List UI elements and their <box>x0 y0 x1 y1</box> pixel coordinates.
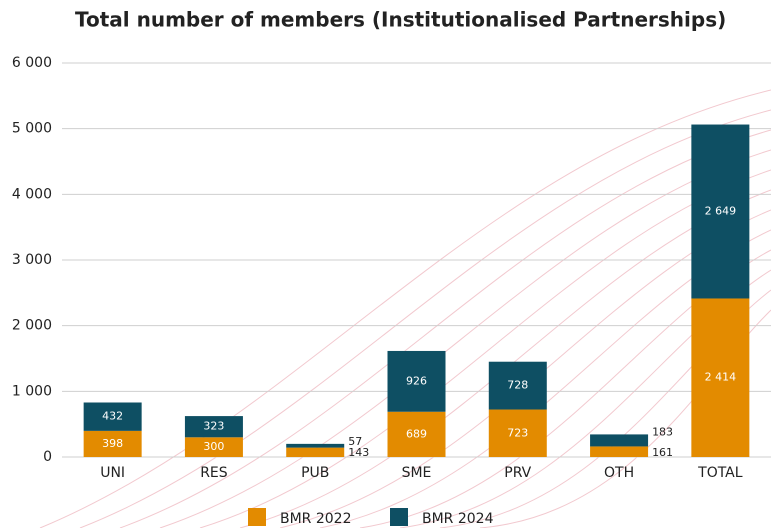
background-decoration <box>40 90 771 528</box>
x-tick-label: PRV <box>504 465 531 481</box>
y-tick-label: 5 000 <box>12 121 52 137</box>
data-label: 2 649 <box>705 205 737 218</box>
x-tick-label: PUB <box>301 465 329 481</box>
y-tick-label: 4 000 <box>12 186 52 202</box>
y-tick-label: 2 000 <box>12 318 52 334</box>
bar-segment <box>286 444 344 448</box>
data-label: 398 <box>102 437 123 450</box>
data-label: 432 <box>102 410 123 423</box>
x-tick-label: UNI <box>100 465 125 481</box>
chart-title: Total number of members (Institutionalis… <box>75 8 726 32</box>
chart: Total number of members (Institutionalis… <box>0 0 771 528</box>
data-label: 723 <box>507 426 528 439</box>
data-label: 323 <box>203 420 224 433</box>
data-label: 2 414 <box>705 371 737 384</box>
bar-segment <box>286 448 344 457</box>
data-label: 300 <box>203 440 224 453</box>
y-tick-label: 1 000 <box>12 383 52 399</box>
x-tick-label: OTH <box>604 465 634 481</box>
legend-swatch <box>248 508 266 526</box>
x-tick-label: SME <box>402 465 432 481</box>
legend-label: BMR 2022 <box>280 511 352 527</box>
data-label: 143 <box>348 446 369 459</box>
x-tick-label: RES <box>200 465 228 481</box>
x-tick-label: TOTAL <box>697 465 743 481</box>
data-label: 57 <box>348 435 362 448</box>
y-tick-label: 3 000 <box>12 252 52 268</box>
data-label: 689 <box>406 427 427 440</box>
legend-swatch <box>390 508 408 526</box>
data-label: 161 <box>652 446 673 459</box>
data-label: 728 <box>507 379 528 392</box>
bar-segment <box>590 446 648 457</box>
data-label: 183 <box>652 425 673 438</box>
data-label: 926 <box>406 374 427 387</box>
legend-label: BMR 2024 <box>422 511 494 527</box>
bar-segment <box>590 434 648 446</box>
y-tick-label: 6 000 <box>12 55 52 71</box>
y-tick-label: 0 <box>43 449 52 465</box>
